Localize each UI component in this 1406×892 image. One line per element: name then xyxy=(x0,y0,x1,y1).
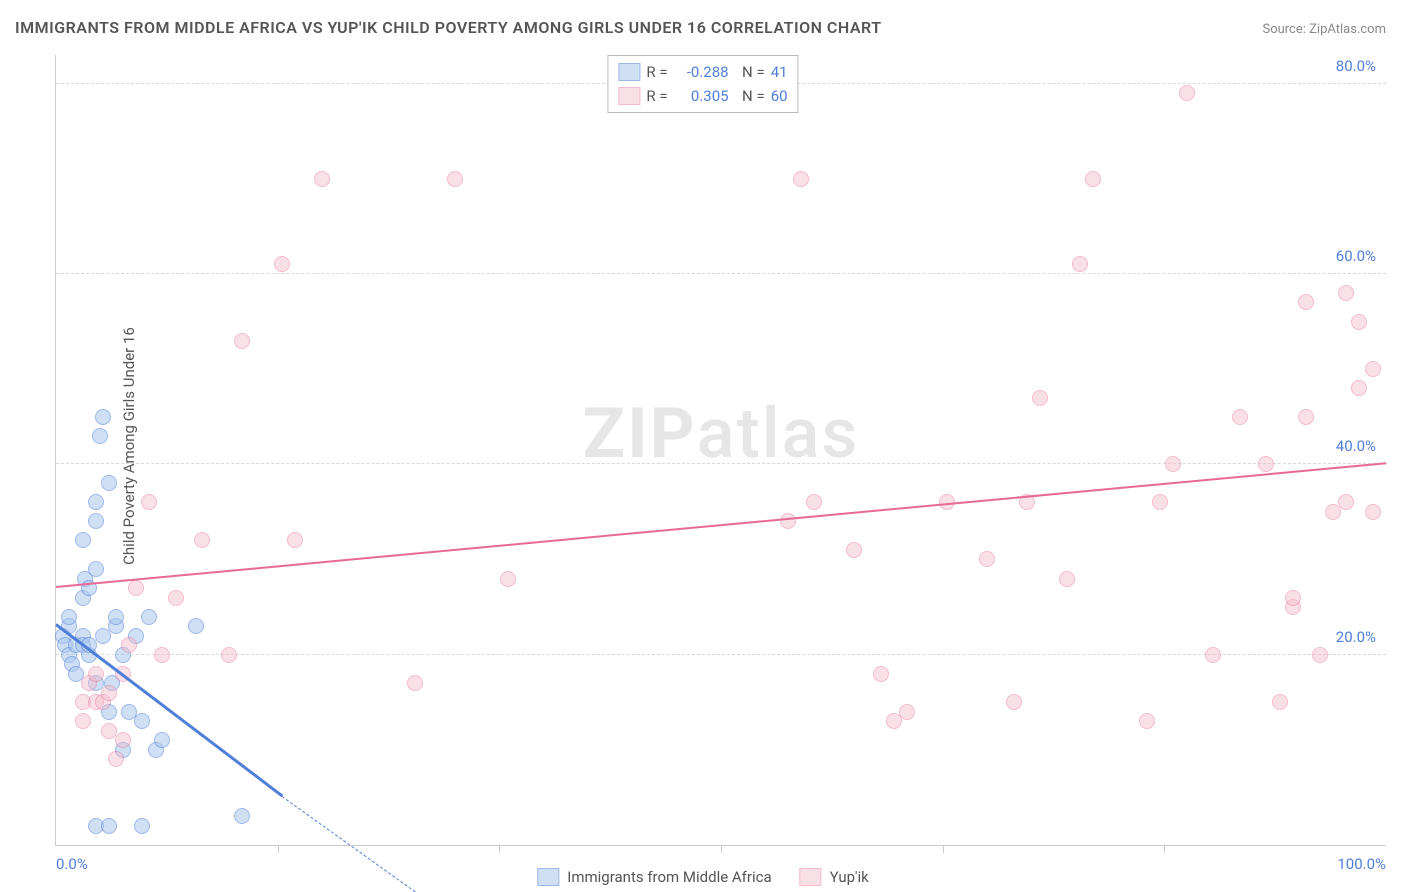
y-tick-label: 40.0% xyxy=(1336,437,1376,455)
data-point-pink xyxy=(234,333,250,349)
data-point-pink xyxy=(407,675,423,691)
data-point-pink xyxy=(168,590,184,606)
data-point-pink xyxy=(1152,494,1168,510)
data-point-pink xyxy=(1205,647,1221,663)
data-point-pink xyxy=(1258,456,1274,472)
data-point-pink xyxy=(1006,694,1022,710)
data-point-pink xyxy=(780,513,796,529)
data-point-pink xyxy=(447,171,463,187)
series-legend: Immigrants from Middle Africa Yup'ik xyxy=(537,868,868,886)
data-point-blue xyxy=(92,428,108,444)
y-tick-label: 80.0% xyxy=(1336,57,1376,75)
data-point-blue xyxy=(234,808,250,824)
gridline xyxy=(56,463,1386,464)
data-point-pink xyxy=(115,732,131,748)
data-point-pink xyxy=(1179,85,1195,101)
data-point-blue xyxy=(188,618,204,634)
x-tick-label: 0.0% xyxy=(56,855,88,873)
chart-plot-area: ZIPatlas 20.0%40.0%60.0%80.0%0.0%100.0% xyxy=(55,55,1386,846)
data-point-pink xyxy=(806,494,822,510)
data-point-blue xyxy=(88,494,104,510)
data-point-pink xyxy=(1351,380,1367,396)
data-point-blue xyxy=(88,561,104,577)
data-point-pink xyxy=(1139,713,1155,729)
data-point-pink xyxy=(1232,409,1248,425)
x-tick xyxy=(943,845,944,853)
data-point-pink xyxy=(1365,504,1381,520)
source-label: Source: ZipAtlas.com xyxy=(1262,22,1386,37)
data-point-pink xyxy=(194,532,210,548)
data-point-pink xyxy=(873,666,889,682)
data-point-pink xyxy=(101,685,117,701)
y-tick-label: 20.0% xyxy=(1336,628,1376,646)
data-point-pink xyxy=(88,666,104,682)
trend-line xyxy=(282,797,416,892)
gridline xyxy=(56,654,1386,655)
data-point-pink xyxy=(121,637,137,653)
data-point-pink xyxy=(846,542,862,558)
data-point-pink xyxy=(221,647,237,663)
x-tick xyxy=(721,845,722,853)
data-point-pink xyxy=(274,256,290,272)
data-point-pink xyxy=(500,571,516,587)
data-point-pink xyxy=(1351,314,1367,330)
data-point-pink xyxy=(1298,294,1314,310)
data-point-pink xyxy=(1165,456,1181,472)
data-point-pink xyxy=(1032,390,1048,406)
legend-row-pink: R = 0.305 N = 60 xyxy=(618,84,787,108)
data-point-pink xyxy=(1272,694,1288,710)
data-point-blue xyxy=(101,818,117,834)
legend-row-blue: R = -0.288 N = 41 xyxy=(618,60,787,84)
data-point-pink xyxy=(1085,171,1101,187)
data-point-pink xyxy=(314,171,330,187)
gridline xyxy=(56,273,1386,274)
data-point-blue xyxy=(75,532,91,548)
data-point-pink xyxy=(141,494,157,510)
data-point-blue xyxy=(61,609,77,625)
x-tick xyxy=(278,845,279,853)
data-point-pink xyxy=(899,704,915,720)
data-point-blue xyxy=(141,609,157,625)
legend-item-pink: Yup'ik xyxy=(800,868,869,886)
data-point-pink xyxy=(1298,409,1314,425)
data-point-pink xyxy=(108,751,124,767)
data-point-blue xyxy=(108,609,124,625)
y-tick-label: 60.0% xyxy=(1336,247,1376,265)
chart-title: IMMIGRANTS FROM MIDDLE AFRICA VS YUP'IK … xyxy=(15,18,882,37)
x-tick-label: 100.0% xyxy=(1337,855,1386,873)
data-point-blue xyxy=(154,732,170,748)
x-tick xyxy=(499,845,500,853)
data-point-pink xyxy=(1059,571,1075,587)
data-point-pink xyxy=(287,532,303,548)
data-point-pink xyxy=(1365,361,1381,377)
trend-line xyxy=(56,462,1386,588)
data-point-blue xyxy=(134,818,150,834)
data-point-pink xyxy=(1312,647,1328,663)
data-point-pink xyxy=(979,551,995,567)
data-point-pink xyxy=(1338,285,1354,301)
legend-item-blue: Immigrants from Middle Africa xyxy=(537,868,771,886)
data-point-blue xyxy=(134,713,150,729)
x-tick xyxy=(1164,845,1165,853)
data-point-pink xyxy=(1338,494,1354,510)
data-point-pink xyxy=(1285,590,1301,606)
data-point-pink xyxy=(1072,256,1088,272)
data-point-blue xyxy=(88,513,104,529)
data-point-blue xyxy=(95,409,111,425)
correlation-legend: R = -0.288 N = 41 R = 0.305 N = 60 xyxy=(607,55,798,113)
data-point-pink xyxy=(793,171,809,187)
data-point-pink xyxy=(154,647,170,663)
data-point-blue xyxy=(101,475,117,491)
data-point-pink xyxy=(128,580,144,596)
data-point-pink xyxy=(75,713,91,729)
